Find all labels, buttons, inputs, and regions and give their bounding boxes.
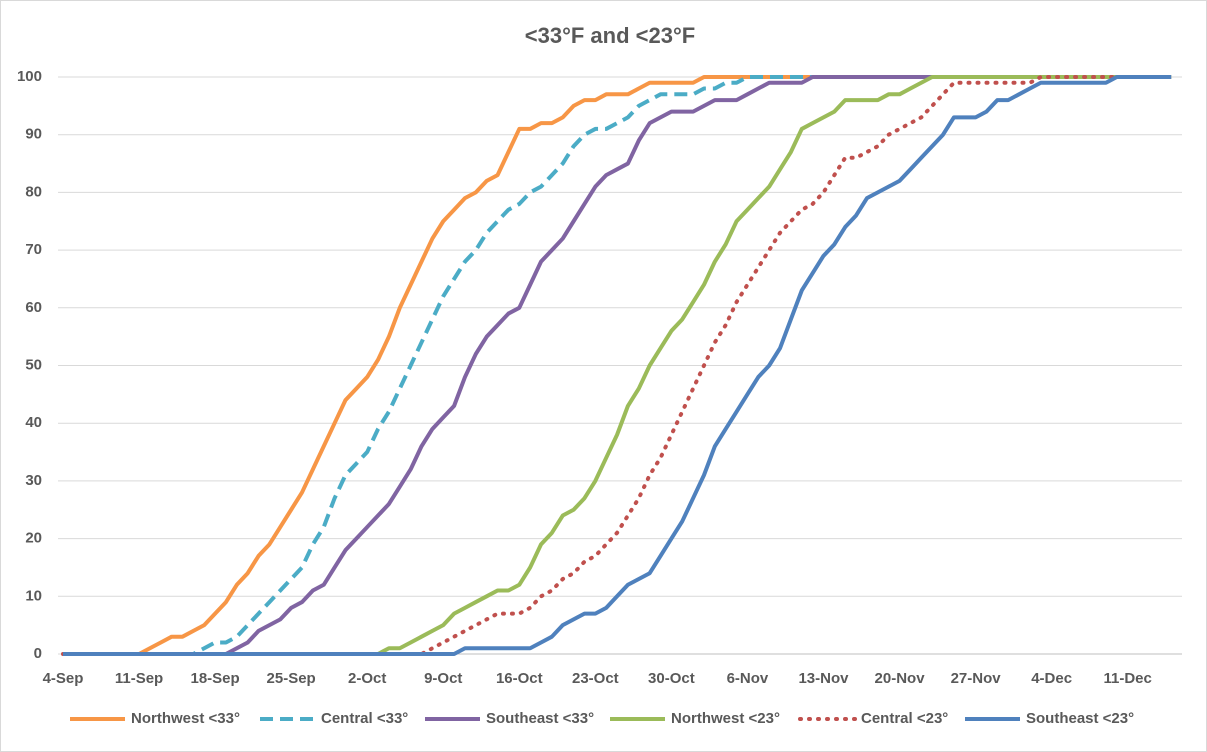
legend-label: Southeast <33°	[486, 710, 594, 727]
y-tick-label: 20	[25, 530, 42, 547]
y-tick-label: 80	[25, 183, 42, 200]
legend-label: Northwest <33°	[131, 710, 240, 727]
series-line	[61, 75, 1174, 656]
x-tick-label: 23-Oct	[572, 670, 619, 687]
y-tick-label: 10	[25, 587, 42, 604]
x-tick-label: 16-Oct	[496, 670, 543, 687]
legend-label: Central <33°	[321, 710, 408, 727]
x-tick-label: 13-Nov	[798, 670, 849, 687]
x-tick-label: 25-Sep	[267, 670, 316, 687]
y-tick-label: 50	[25, 356, 42, 373]
x-tick-label: 18-Sep	[190, 670, 239, 687]
x-tick-label: 9-Oct	[424, 670, 462, 687]
x-tick-label: 2-Oct	[348, 670, 386, 687]
y-tick-label: 40	[25, 414, 42, 431]
x-tick-label: 11-Dec	[1103, 670, 1151, 687]
legend-label: Southeast <23°	[1026, 710, 1134, 727]
chart-title: <33°F and <23°F	[525, 23, 695, 48]
x-tick-label: 20-Nov	[875, 670, 926, 687]
x-tick-label: 11-Sep	[115, 670, 163, 687]
x-tick-label: 6-Nov	[727, 670, 769, 687]
y-tick-label: 60	[25, 299, 42, 316]
legend-label: Northwest <23°	[671, 710, 780, 727]
series-line	[63, 75, 1172, 656]
y-tick-label: 30	[25, 472, 42, 489]
x-tick-label: 27-Nov	[951, 670, 1002, 687]
y-tick-label: 100	[17, 68, 42, 85]
x-tick-label: 4-Dec	[1031, 670, 1072, 687]
legend-label: Central <23°	[861, 710, 948, 727]
x-tick-label: 30-Oct	[648, 670, 695, 687]
y-tick-label: 0	[34, 645, 42, 662]
y-tick-label: 70	[25, 241, 42, 258]
y-tick-label: 90	[25, 126, 42, 143]
x-tick-label: 4-Sep	[43, 670, 84, 687]
